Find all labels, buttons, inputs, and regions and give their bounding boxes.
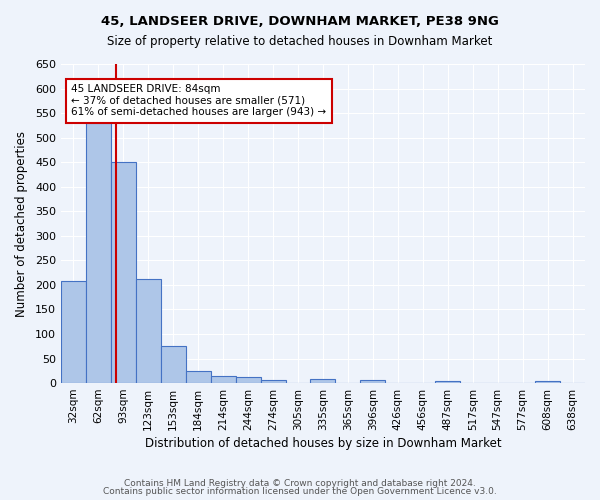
Bar [236, 377, 260, 383]
Bar [161, 346, 186, 383]
Bar [211, 376, 236, 383]
Bar [111, 162, 136, 383]
Bar [86, 123, 111, 383]
Text: Contains public sector information licensed under the Open Government Licence v3: Contains public sector information licen… [103, 487, 497, 496]
Text: 45 LANDSEER DRIVE: 84sqm
← 37% of detached houses are smaller (571)
61% of semi-: 45 LANDSEER DRIVE: 84sqm ← 37% of detach… [71, 84, 326, 117]
Bar [260, 380, 286, 383]
Text: Size of property relative to detached houses in Downham Market: Size of property relative to detached ho… [107, 35, 493, 48]
Bar [186, 371, 211, 383]
Y-axis label: Number of detached properties: Number of detached properties [15, 130, 28, 316]
Bar [435, 381, 460, 383]
Bar [535, 380, 560, 383]
Text: 45, LANDSEER DRIVE, DOWNHAM MARKET, PE38 9NG: 45, LANDSEER DRIVE, DOWNHAM MARKET, PE38… [101, 15, 499, 28]
Bar [361, 380, 385, 383]
X-axis label: Distribution of detached houses by size in Downham Market: Distribution of detached houses by size … [145, 437, 501, 450]
Bar [61, 281, 86, 383]
Text: Contains HM Land Registry data © Crown copyright and database right 2024.: Contains HM Land Registry data © Crown c… [124, 478, 476, 488]
Bar [136, 278, 161, 383]
Bar [310, 379, 335, 383]
